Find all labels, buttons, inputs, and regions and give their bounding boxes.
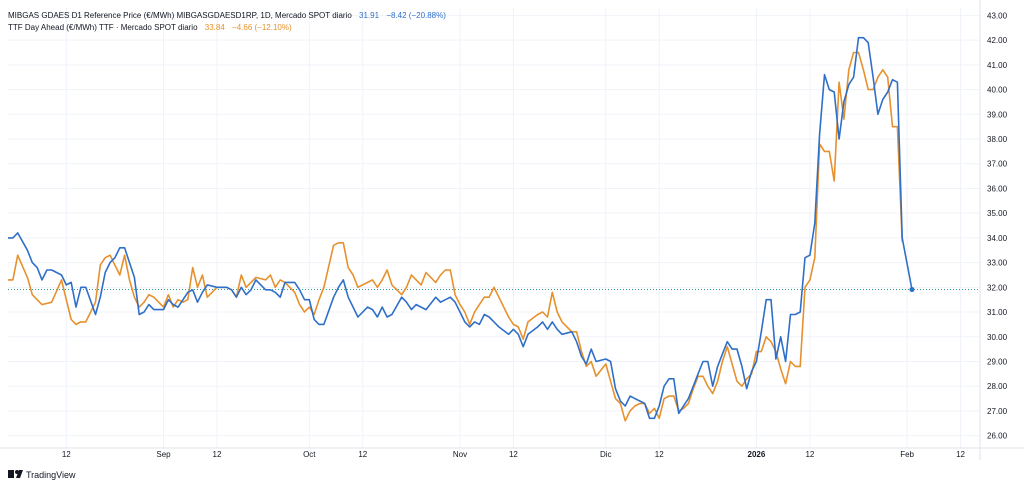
series-layer <box>8 36 915 422</box>
legend-mibgas-title: MIBGAS GDAES D1 Reference Price (€/MWh) … <box>8 11 352 20</box>
series-line-mibgas[interactable] <box>8 36 913 420</box>
legend-ttf-change: −4.66 (−12.10%) <box>232 23 292 32</box>
y-tick-label: 29.00 <box>987 357 1008 366</box>
x-tick-label: Oct <box>303 450 316 459</box>
y-tick-label: 35.00 <box>987 209 1008 218</box>
y-tick-label: 41.00 <box>987 61 1008 70</box>
x-tick-label: 12 <box>62 450 71 459</box>
x-tick-label: 2026 <box>748 450 766 459</box>
legend-row-mibgas[interactable]: MIBGAS GDAES D1 Reference Price (€/MWh) … <box>8 11 446 20</box>
x-tick-label: 12 <box>956 450 965 459</box>
legend-ttf-value: 33.84 <box>205 23 226 32</box>
time-axis[interactable]: 12 Sep 12 Oct 12 Nov 12 Dic 12 2026 12 Feb 12 <box>62 450 966 459</box>
tradingview-logo-icon <box>8 470 23 478</box>
price-axis[interactable]: 43.00 42.00 41.00 40.00 39.00 38.00 37.00 36.00… <box>987 11 1008 440</box>
legend-mibgas-value: 31.91 <box>359 11 380 20</box>
y-tick-label: 39.00 <box>987 110 1008 119</box>
y-tick-label: 42.00 <box>987 36 1008 45</box>
y-tick-label: 28.00 <box>987 382 1008 391</box>
series-line-ttf[interactable] <box>8 51 903 422</box>
y-tick-label: 38.00 <box>987 135 1008 144</box>
x-tick-label: 12 <box>509 450 518 459</box>
tradingview-logo-text: TradingView <box>26 470 76 480</box>
x-tick-label: 12 <box>805 450 814 459</box>
legend-ttf-title: TTF Day Ahead (€/MWh) TTF · Mercado SPOT… <box>8 23 198 32</box>
x-tick-label: 12 <box>213 450 222 459</box>
legend-mibgas-change: −8.42 (−20.88%) <box>386 11 446 20</box>
x-tick-label: Feb <box>900 450 914 459</box>
x-tick-label: 12 <box>358 450 367 459</box>
y-tick-label: 34.00 <box>987 234 1008 243</box>
tradingview-logo[interactable]: TradingView <box>8 470 76 480</box>
legend[interactable]: MIBGAS GDAES D1 Reference Price (€/MWh) … <box>8 11 446 32</box>
y-tick-label: 33.00 <box>987 259 1008 268</box>
legend-row-ttf[interactable]: TTF Day Ahead (€/MWh) TTF · Mercado SPOT… <box>8 23 292 32</box>
y-tick-label: 30.00 <box>987 333 1008 342</box>
y-tick-label: 36.00 <box>987 184 1008 193</box>
y-tick-label: 40.00 <box>987 86 1008 95</box>
y-tick-label: 32.00 <box>987 283 1008 292</box>
x-tick-label: Sep <box>156 450 171 459</box>
y-tick-label: 43.00 <box>987 11 1008 20</box>
y-tick-label: 37.00 <box>987 160 1008 169</box>
x-tick-label: Nov <box>453 450 467 459</box>
x-tick-label: Dic <box>600 450 612 459</box>
y-tick-label: 31.00 <box>987 308 1008 317</box>
x-tick-label: 12 <box>655 450 664 459</box>
last-value-marker <box>909 287 915 293</box>
y-tick-label: 26.00 <box>987 432 1008 441</box>
grid <box>8 8 980 448</box>
y-tick-label: 27.00 <box>987 407 1008 416</box>
